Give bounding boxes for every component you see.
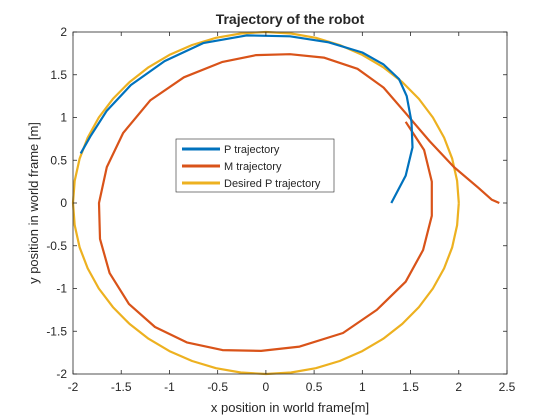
legend: P trajectory M trajectory Desired P traj… — [175, 138, 335, 193]
plot-area — [73, 32, 507, 374]
x-tick-label: -1 — [164, 380, 175, 394]
y-tick-label: -1 — [56, 282, 67, 296]
x-tick-label: 1 — [359, 380, 366, 394]
x-axis-ticks: -2 -1.5 -1 -0.5 0 0.5 1 1.5 2 2.5 — [68, 32, 516, 394]
y-axis-ticks: -2 -1.5 -1 -0.5 0 0.5 1 1.5 2 — [46, 25, 507, 381]
y-axis-label: y position in world frame [m] — [26, 122, 41, 284]
y-tick-label: 1.5 — [50, 68, 67, 82]
x-tick-label: 1.5 — [402, 380, 419, 394]
y-tick-label: -1.5 — [46, 324, 67, 338]
y-tick-label: 0 — [60, 196, 67, 210]
y-tick-label: 2 — [60, 25, 67, 39]
x-tick-label: 0 — [263, 380, 270, 394]
y-tick-label: -2 — [56, 367, 67, 381]
x-tick-label: -0.5 — [207, 380, 228, 394]
y-tick-label: -0.5 — [46, 239, 67, 253]
x-tick-label: -2 — [68, 380, 79, 394]
m-trajectory-line — [97, 53, 500, 352]
x-tick-label: 2.5 — [499, 380, 516, 394]
x-tick-label: 0.5 — [306, 380, 323, 394]
x-tick-label: 2 — [455, 380, 462, 394]
p-trajectory-line — [79, 34, 414, 204]
x-axis-label: x position in world frame[m] — [211, 400, 369, 415]
chart-title: Trajectory of the robot — [216, 11, 365, 27]
y-tick-label: 1 — [60, 111, 67, 125]
x-tick-label: -1.5 — [111, 380, 132, 394]
y-tick-label: 0.5 — [50, 153, 67, 167]
legend-label-desired-p-trajectory: Desired P trajectory — [224, 178, 321, 190]
legend-label-m-trajectory: M trajectory — [224, 161, 282, 173]
legend-label-p-trajectory: P trajectory — [224, 144, 280, 156]
